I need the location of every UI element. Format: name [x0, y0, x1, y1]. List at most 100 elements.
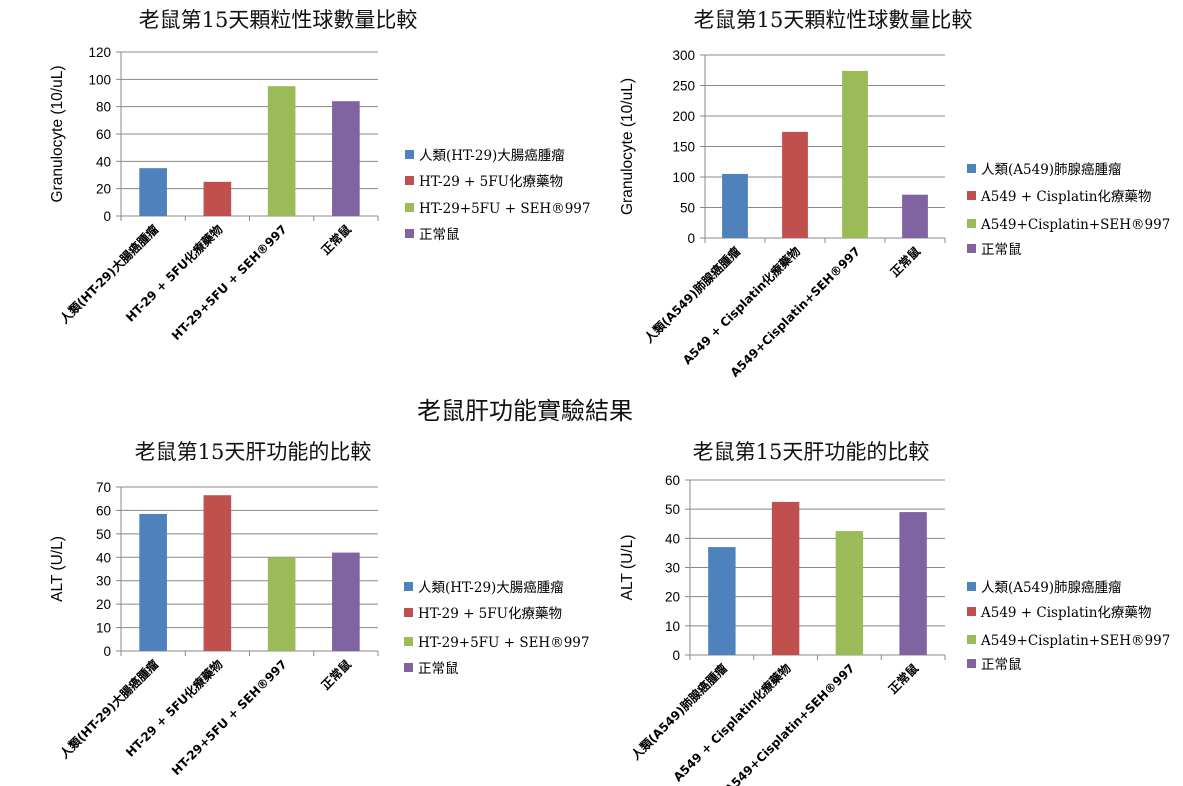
legend-label: 人類(A549)肺腺癌腫瘤 [981, 161, 1122, 178]
y-tick-label: 0 [687, 231, 695, 246]
chart-title: 老鼠第15天肝功能的比較 [693, 440, 930, 464]
x-category-label: 正常鼠 [887, 244, 923, 280]
y-tick-label: 50 [680, 201, 695, 216]
legend-swatch [404, 663, 413, 672]
y-tick-label: 20 [665, 590, 680, 605]
y-tick-label: 120 [88, 45, 111, 60]
y-tick-label: 20 [96, 182, 111, 197]
legend-swatch [967, 659, 976, 668]
legend-label: A549 + Cisplatin化療藥物 [980, 604, 1151, 621]
x-category-label: A549+Cisplatin+SEH®997 [728, 244, 864, 380]
bar [332, 552, 360, 651]
chart-title: 老鼠第15天肝功能的比較 [135, 440, 372, 464]
bar [203, 495, 232, 651]
bar [332, 101, 360, 216]
y-tick-label: 10 [96, 621, 111, 636]
legend-swatch [405, 176, 414, 185]
y-tick-label: 40 [96, 550, 111, 565]
chart-4: 老鼠第15天肝功能的比較 ALT (U/L) 0 10 20 30 40 50 60 人類(A54… [619, 440, 1170, 786]
legend-swatch [405, 203, 414, 212]
bar [722, 173, 748, 238]
legend-swatch [967, 582, 976, 591]
bar [267, 86, 296, 217]
legend-swatch [967, 164, 976, 173]
y-tick-label: 150 [672, 140, 695, 155]
y-tick-label: 10 [665, 619, 680, 634]
legend-label: 人類(A549)肺腺癌腫瘤 [981, 579, 1122, 596]
x-category-label: 正常鼠 [885, 661, 921, 697]
y-tick-label: 200 [672, 109, 695, 124]
legend-label: 正常鼠 [418, 661, 459, 677]
y-axis-label: ALT (U/L) [49, 536, 66, 602]
bar [899, 512, 927, 655]
bar [267, 557, 296, 651]
legend-label: HT-29 + 5FU化療藥物 [419, 173, 563, 190]
x-category-label: A549 + Cisplatin化療藥物 [670, 661, 794, 785]
chart-title: 老鼠第15天顆粒性球數量比較 [694, 8, 973, 32]
bar [902, 194, 928, 238]
legend-swatch [404, 608, 413, 617]
bar [203, 181, 232, 216]
legend-label: HT-29 + 5FU化療藥物 [418, 605, 562, 622]
chart-title: 老鼠第15天顆粒性球數量比較 [139, 8, 418, 32]
y-axis-label: ALT (U/L) [619, 535, 636, 601]
y-tick-label: 300 [672, 48, 695, 63]
x-category-label: 正常鼠 [318, 222, 354, 258]
chart-2: 老鼠第15天顆粒性球數量比較 Granulocyte (10/uL) 0 50 100 1… [619, 8, 1170, 380]
legend-swatch [967, 191, 976, 200]
y-tick-label: 250 [672, 79, 695, 94]
bar [842, 70, 868, 238]
x-category-label: HT-29+5FU + SEH®997 [169, 657, 290, 778]
y-tick-label: 30 [665, 561, 680, 576]
legend-label: HT-29+5FU + SEH®997 [419, 201, 590, 217]
legend-swatch [967, 635, 976, 644]
y-tick-label: 0 [103, 209, 111, 224]
legend-swatch [967, 607, 976, 616]
y-tick-label: 100 [88, 72, 111, 87]
y-tick-label: 30 [96, 574, 111, 589]
y-tick-label: 40 [665, 531, 680, 546]
legend-swatch [967, 244, 976, 253]
legend-swatch [967, 219, 976, 228]
legend-swatch [405, 150, 414, 159]
y-tick-label: 20 [96, 597, 111, 612]
legend-label: A549 + Cisplatin化療藥物 [980, 188, 1151, 205]
x-category-label: HT-29+5FU + SEH®997 [169, 222, 290, 343]
legend-label: 正常鼠 [419, 227, 460, 243]
legend-swatch [405, 229, 414, 238]
bar [139, 168, 167, 216]
y-tick-label: 80 [96, 100, 111, 115]
y-tick-label: 40 [96, 154, 111, 169]
legend-label: A549+Cisplatin+SEH®997 [980, 633, 1170, 649]
legend-label: 人類(HT-29)大腸癌腫瘤 [418, 579, 564, 596]
legend-label: HT-29+5FU + SEH®997 [418, 635, 589, 651]
y-tick-label: 0 [103, 644, 111, 659]
x-category-label: A549 + Cisplatin化療藥物 [679, 244, 803, 368]
y-tick-label: 60 [665, 473, 680, 488]
y-tick-label: 0 [672, 648, 680, 663]
legend-swatch [404, 637, 413, 646]
y-tick-label: 70 [96, 480, 111, 495]
y-tick-label: 60 [96, 127, 111, 142]
legend-label: 正常鼠 [981, 242, 1022, 258]
legend-label: 人類(HT-29)大腸癌腫瘤 [419, 147, 565, 164]
x-category-label: A549+Cisplatin+SEH®997 [722, 661, 858, 786]
bar [782, 131, 808, 238]
y-tick-label: 100 [672, 170, 695, 185]
y-axis-label: Granulocyte (10/uL) [49, 66, 66, 203]
x-category-label: 人類(A549)肺腺癌腫瘤 [641, 244, 743, 346]
chart-1: 老鼠第15天顆粒性球數量比較 Granulocyte (10/uL) 0 20 40 60… [49, 8, 590, 343]
y-tick-label: 50 [96, 527, 111, 542]
y-tick-label: 60 [96, 503, 111, 518]
bar [771, 501, 800, 655]
x-category-label: 正常鼠 [318, 657, 354, 693]
chart-3: 老鼠第15天肝功能的比較 ALT (U/L) 0 10 20 30 40 50 60 70 人類(H… [49, 440, 589, 778]
y-tick-label: 50 [665, 502, 680, 517]
legend-swatch [404, 582, 413, 591]
main-title: 老鼠肝功能實驗結果 [417, 397, 633, 425]
bar [708, 547, 736, 655]
bar [835, 531, 864, 655]
legend-label: A549+Cisplatin+SEH®997 [980, 217, 1170, 233]
bar [139, 513, 167, 651]
